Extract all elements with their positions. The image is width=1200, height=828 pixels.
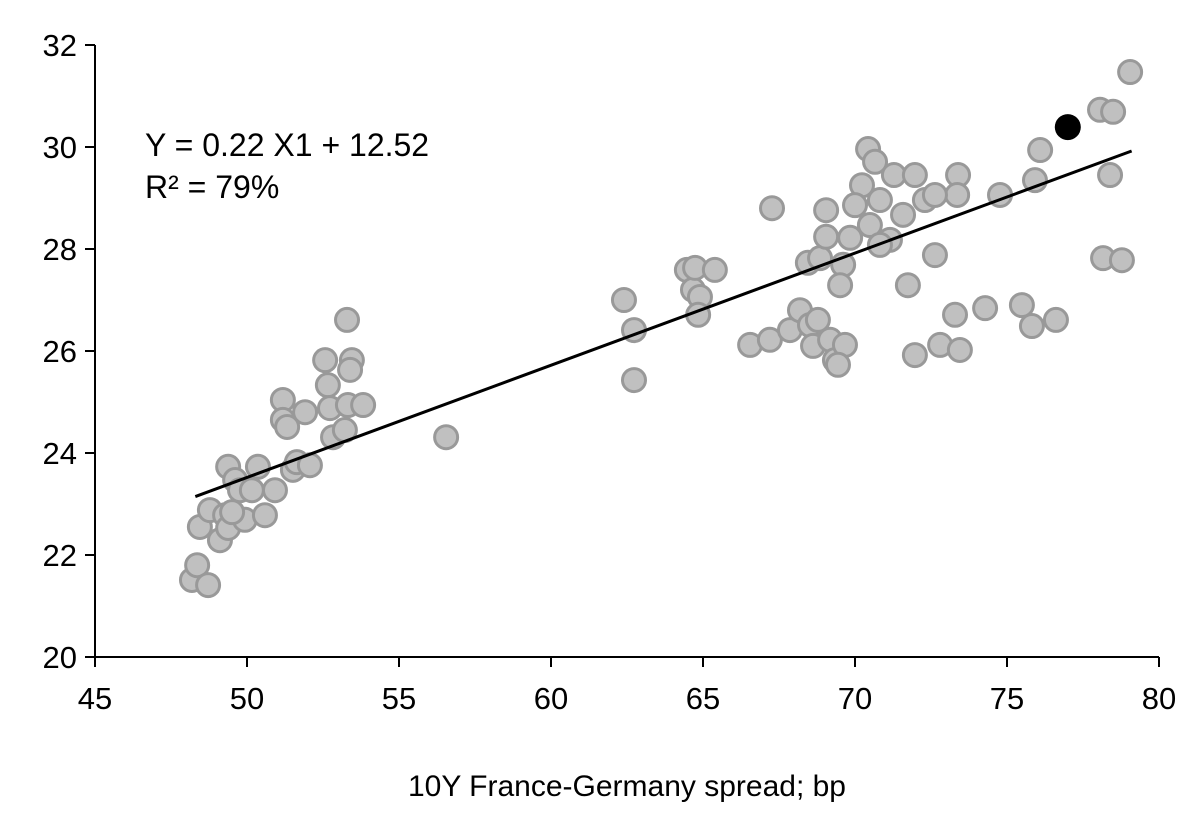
data-point [1117,59,1144,86]
data-point [901,162,928,189]
data-point [610,287,637,313]
data-point [921,181,948,208]
data-point [759,195,786,222]
data-point [1100,98,1127,125]
y-tick-label: 22 [43,538,77,573]
data-point [944,181,971,208]
data-point [1097,162,1124,189]
data-point [251,502,278,529]
data-point [334,306,361,333]
data-point [824,351,851,378]
data-point [337,356,364,383]
data-point [312,347,339,374]
data-point [862,148,889,175]
x-tick-label: 60 [534,681,568,716]
data-point [827,272,854,299]
data-point [890,201,917,228]
data-point [972,295,999,322]
y-tick-label: 32 [43,28,77,63]
data-point [274,413,301,440]
data-point [837,224,864,251]
data-point [433,424,460,451]
x-tick-label: 45 [78,681,112,716]
data-point [901,342,928,369]
data-point [866,187,893,214]
data-point [921,242,948,269]
highlight-point [1054,114,1081,141]
equation-annotation: Y = 0.22 X1 + 12.52 [145,127,429,163]
data-point [1042,306,1069,333]
data-point [292,399,319,426]
x-tick-label: 65 [686,681,720,716]
data-point [813,197,840,224]
y-tick-label: 28 [43,232,77,267]
x-tick-label: 80 [1142,681,1176,716]
r-squared-annotation: R² = 79% [145,169,279,205]
data-point [261,477,288,504]
trendline [194,149,1133,498]
y-tick-label: 24 [43,436,77,471]
data-point [620,367,647,394]
data-point [942,301,969,328]
x-axis-label: 10Y France-Germany spread; bp [408,770,846,803]
y-tick-label: 20 [43,640,77,675]
data-point [1027,137,1054,164]
data-point [804,306,831,333]
data-point [1018,313,1045,340]
data-point [219,499,246,526]
data-point [350,392,377,419]
axes: 20 22 24 26 28 30 32 45 50 55 60 65 70 75 80 [43,28,1177,716]
y-tick-label: 26 [43,334,77,369]
data-point [856,212,883,239]
points-layer [178,59,1144,599]
data-point [813,223,840,250]
data-point [195,572,222,599]
x-tick-label: 75 [990,681,1024,716]
data-point [238,477,265,504]
x-tick-label: 55 [382,681,416,716]
data-point [842,192,868,219]
data-point [1008,292,1035,319]
data-point [1108,247,1135,274]
data-point [184,552,211,579]
data-point [894,272,921,299]
data-point [701,256,728,283]
x-tick-label: 50 [230,681,264,716]
data-point [314,372,341,399]
y-tick-label: 30 [43,130,77,165]
data-point [946,336,973,363]
x-tick-label: 70 [838,681,872,716]
